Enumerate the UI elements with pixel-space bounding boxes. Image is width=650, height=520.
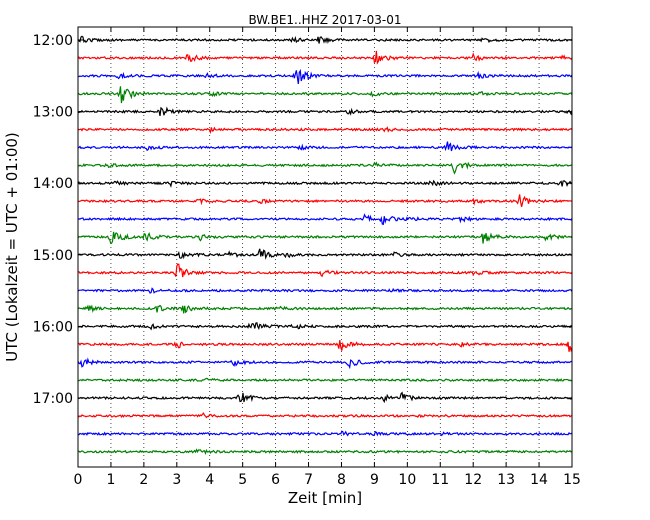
seismic-trace-1245 bbox=[77, 86, 573, 104]
seismic-trace-1700 bbox=[77, 391, 573, 404]
seismic-trace-1545 bbox=[77, 304, 573, 314]
x-tick-label-7: 7 bbox=[304, 472, 313, 488]
x-tick-label-11: 11 bbox=[431, 472, 449, 488]
x-axis-label: Zeit [min] bbox=[288, 489, 362, 507]
seismic-trace-1600 bbox=[77, 322, 573, 331]
y-tick-label-4: 16:00 bbox=[33, 319, 73, 335]
x-tick-label-9: 9 bbox=[370, 472, 379, 488]
seismic-trace-1530 bbox=[77, 287, 573, 294]
seismic-trace-1345 bbox=[77, 161, 573, 175]
x-tick-label-13: 13 bbox=[497, 472, 515, 488]
seismic-trace-1400 bbox=[77, 179, 573, 188]
x-tick-label-5: 5 bbox=[238, 472, 247, 488]
x-tick-label-1: 1 bbox=[106, 472, 115, 488]
seismic-trace-1300 bbox=[77, 106, 573, 117]
x-tick-label-15: 15 bbox=[563, 472, 581, 488]
seismic-trace-1745 bbox=[77, 448, 573, 455]
seismic-trace-1330 bbox=[77, 141, 573, 152]
seismic-trace-1715 bbox=[77, 412, 573, 419]
x-tick-label-8: 8 bbox=[337, 472, 346, 488]
seismic-trace-1730 bbox=[77, 430, 573, 437]
x-tick-label-6: 6 bbox=[271, 472, 280, 488]
seismic-trace-1630 bbox=[77, 357, 573, 370]
trace-layer bbox=[77, 35, 573, 455]
plot-frame bbox=[77, 26, 573, 468]
x-tick-label-12: 12 bbox=[464, 472, 482, 488]
seismic-trace-1315 bbox=[77, 126, 573, 135]
seismic-trace-1415 bbox=[77, 194, 573, 207]
y-tick-label-5: 17:00 bbox=[33, 391, 73, 407]
axis-ticks: 0 1 2 3 4 5 6 7 8 9 10 11 12 13 14 1512:0013:0014:0015:… bbox=[33, 27, 581, 488]
seismic-trace-1215 bbox=[77, 50, 573, 65]
x-tick-label-3: 3 bbox=[172, 472, 181, 488]
x-tick-label-0: 0 bbox=[74, 472, 83, 488]
seismic-trace-1645 bbox=[77, 377, 573, 383]
seismic-trace-1200 bbox=[77, 35, 573, 44]
x-tick-label-2: 2 bbox=[139, 472, 148, 488]
seismic-trace-1430 bbox=[77, 213, 573, 226]
y-tick-label-1: 13:00 bbox=[33, 105, 73, 121]
chart-title: BW.BE1..HHZ 2017-03-01 bbox=[248, 13, 401, 27]
seismic-trace-1445 bbox=[77, 231, 573, 244]
x-tick-label-14: 14 bbox=[530, 472, 548, 488]
y-tick-label-3: 15:00 bbox=[33, 248, 73, 264]
y-tick-label-0: 12:00 bbox=[33, 33, 73, 49]
grid-lines bbox=[110, 27, 540, 467]
seismic-trace-1230 bbox=[77, 68, 573, 84]
seismic-trace-1500 bbox=[77, 248, 573, 260]
y-tick-label-2: 14:00 bbox=[33, 176, 73, 192]
seismic-trace-1515 bbox=[77, 263, 573, 278]
x-tick-label-4: 4 bbox=[205, 472, 214, 488]
x-tick-label-10: 10 bbox=[398, 472, 416, 488]
y-axis-label: UTC (Lokalzeit = UTC + 01:00) bbox=[3, 132, 21, 362]
seismic-trace-1615 bbox=[77, 340, 573, 353]
